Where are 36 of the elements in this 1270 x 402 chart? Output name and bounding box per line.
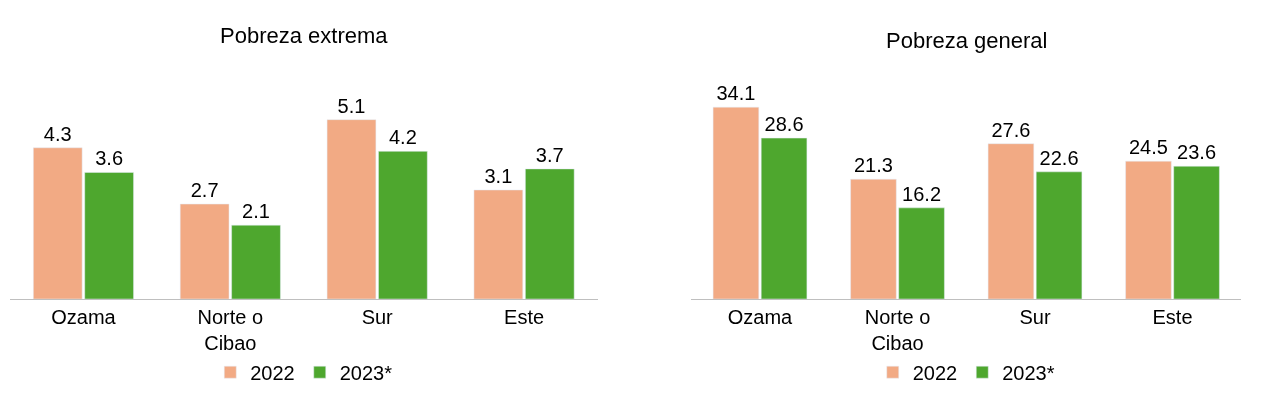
data-label: 3.7 (535, 143, 564, 166)
bar (987, 143, 1035, 299)
data-label: 28.6 (764, 113, 804, 136)
data-label: 24.5 (1128, 136, 1168, 159)
bar (525, 168, 575, 299)
bar (712, 106, 760, 299)
x-tick-label: Norte o Cibao (197, 306, 264, 354)
chart-title: Pobreza general (886, 28, 1048, 53)
data-label: 34.1 (716, 82, 756, 105)
bar (1035, 171, 1083, 299)
x-tick-label: Ozama (727, 306, 794, 328)
legend-label: 2023* (339, 361, 393, 384)
data-label: 3.1 (484, 164, 513, 187)
data-label: 27.6 (991, 118, 1031, 141)
data-label: 5.1 (337, 94, 366, 117)
data-label: 4.2 (388, 126, 417, 149)
x-tick-label: Este (1152, 306, 1193, 328)
data-label: 2.1 (242, 200, 270, 223)
legend-label: 2022 (250, 361, 295, 384)
x-tick-label: Norte o Cibao (864, 306, 931, 354)
data-label: 2.7 (190, 179, 219, 202)
data-label: 23.6 (1177, 141, 1217, 164)
data-label: 16.2 (902, 182, 942, 205)
bar (473, 189, 524, 299)
data-label: 4.3 (43, 122, 72, 145)
x-tick-label: Sur (361, 306, 394, 328)
data-label: 22.6 (1039, 146, 1079, 169)
x-tick-label: Este (504, 306, 545, 328)
chart-title: Pobreza extrema (220, 23, 389, 48)
data-label: 21.3 (853, 154, 893, 177)
x-tick-label: Sur (1019, 306, 1051, 328)
legend-label: 2022 (912, 361, 958, 384)
data-label: 3.6 (95, 147, 124, 170)
legend-label: 2023* (1002, 361, 1055, 384)
x-tick-label: Ozama (51, 306, 117, 328)
bar (760, 137, 808, 299)
